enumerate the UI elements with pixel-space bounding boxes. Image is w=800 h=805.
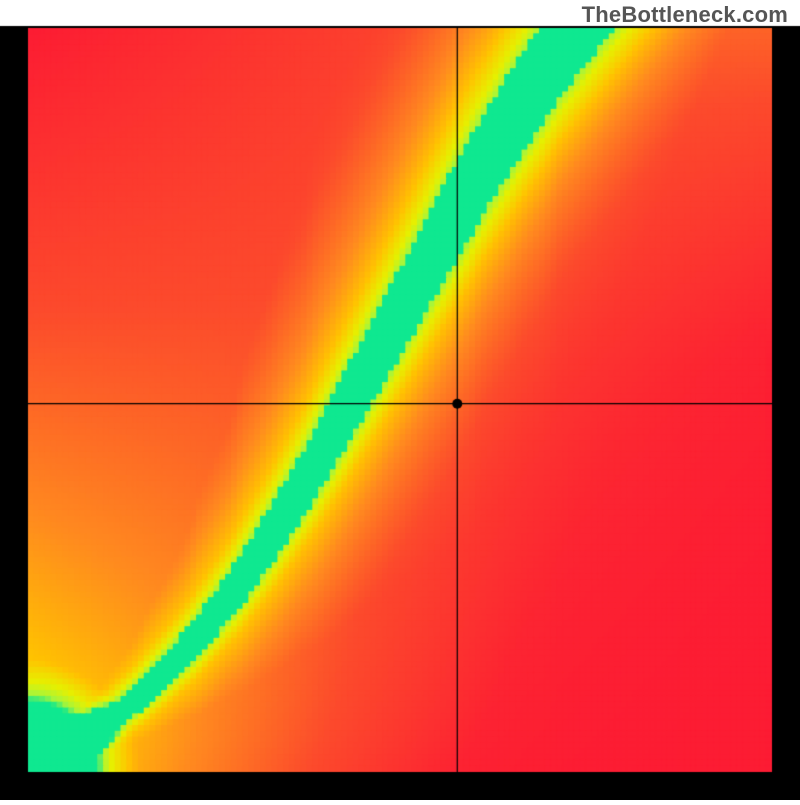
attribution-label: TheBottleneck.com — [582, 2, 788, 28]
chart-container — [0, 0, 800, 800]
bottleneck-heatmap — [0, 0, 800, 800]
